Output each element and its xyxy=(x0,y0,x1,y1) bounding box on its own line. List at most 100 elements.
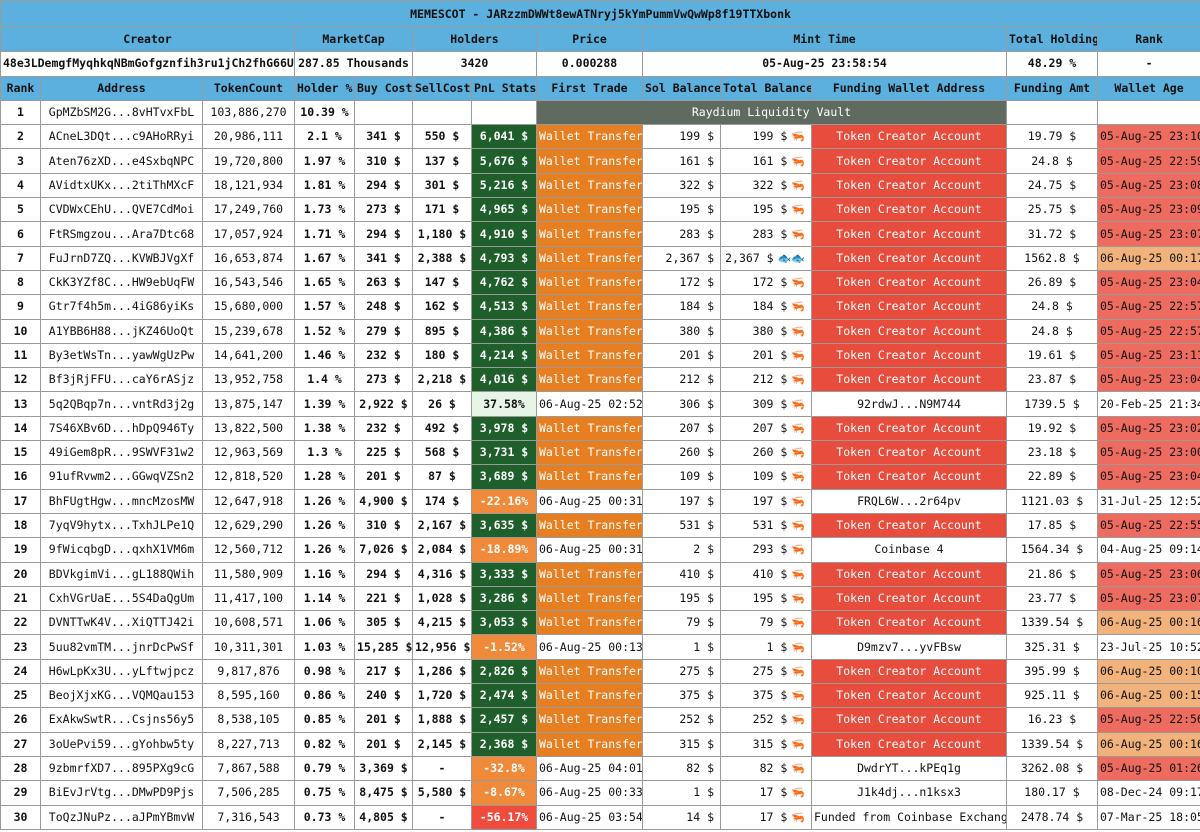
token-count-cell: 17,249,760 xyxy=(202,197,295,223)
pnl-cell: -22.16% xyxy=(471,488,537,514)
creator-address[interactable]: 48e3LDemgfMyqhkqNBmGofgznfih3ru1jCh2fhG6… xyxy=(0,51,295,77)
column-header-pnl-stats[interactable]: PnL Stats xyxy=(471,75,537,101)
column-header-first-trade[interactable]: First Trade xyxy=(536,75,643,101)
total-balance-value: 82 $ xyxy=(759,761,788,776)
sol-balance-cell: 375 $ xyxy=(642,683,721,709)
address-cell[interactable]: Aten76zXD...e4SxbqNPC xyxy=(40,148,203,174)
funding-wallet-cell[interactable]: Token Creator Account xyxy=(811,124,1007,150)
column-header-funding-wallet[interactable]: Funding Wallet Address xyxy=(811,75,1007,101)
address-cell[interactable]: BeojXjxKG...VQMQau153 xyxy=(40,683,203,709)
column-header-funding-amt[interactable]: Funding Amt xyxy=(1006,75,1098,101)
funding-wallet-cell[interactable]: Funded from Coinbase Exchange xyxy=(811,804,1007,830)
table-row: 12 Bf3jRjFFU...caY6rASjz 13,952,758 1.4 % 27… xyxy=(0,367,1200,393)
table-row: 17 BhFUgtHgw...mncMzosMW 12,647,918 1.26 % 4… xyxy=(0,488,1200,514)
funding-wallet-cell[interactable]: Coinbase 4 xyxy=(811,537,1007,563)
address-cell[interactable]: ToQzJNuPz...aJPmYBmvW xyxy=(40,804,203,830)
column-header-wallet-age[interactable]: Wallet Age xyxy=(1096,75,1200,101)
pnl-cell: 4,965 $ xyxy=(471,197,537,223)
liquidity-vault-label: Raydium Liquidity Vault xyxy=(536,99,1007,126)
buy-cost-cell: 15,285 $ xyxy=(354,634,413,660)
funding-wallet-cell[interactable]: Token Creator Account xyxy=(811,707,1007,733)
column-header-sol-balance[interactable]: Sol Balance xyxy=(642,75,721,101)
funding-wallet-cell[interactable]: Token Creator Account xyxy=(811,318,1007,344)
address-cell[interactable]: BDVkgimVi...gL188QWih xyxy=(40,561,203,587)
address-cell[interactable]: 3oUePvi59...gYohbw5ty xyxy=(40,731,203,757)
funding-wallet-cell[interactable]: Token Creator Account xyxy=(811,658,1007,685)
wallet-age-cell: 06-Aug-25 00:15 xyxy=(1096,683,1200,709)
address-cell[interactable]: 7S46XBv6D...hDpQ946Ty xyxy=(40,415,203,442)
address-cell[interactable]: FuJrnD7ZQ...KVWBJVgXf xyxy=(40,245,203,271)
creator-header: Creator xyxy=(0,26,295,53)
address-cell[interactable]: CxhVGrUaE...5S4DaQgUm xyxy=(40,585,203,612)
funding-wallet-cell[interactable]: Token Creator Account xyxy=(811,512,1007,539)
total-balance-value: 2,367 $ xyxy=(725,250,774,265)
address-cell[interactable]: A1YBB6H88...jKZ46UoQt xyxy=(40,318,203,344)
funding-wallet-cell[interactable]: Token Creator Account xyxy=(811,269,1007,296)
address-cell[interactable]: 49iGem8pR...9SWVF31w2 xyxy=(40,440,203,466)
address-cell[interactable]: Bf3jRjFFU...caY6rASjz xyxy=(40,367,203,393)
address-cell[interactable]: CVDWxCEhU...QVE7CdMoi xyxy=(40,197,203,223)
address-cell[interactable]: BiEvJrVtg...DMwPD9Pjs xyxy=(40,780,203,806)
column-header-sell-cost[interactable]: SellCost xyxy=(412,75,472,101)
address-cell[interactable]: FtRSmgzou...Ara7Dtc68 xyxy=(40,221,203,247)
address-cell[interactable]: 5uu82vmTM...jnrDcPwSf xyxy=(40,634,203,660)
sol-balance-cell: 380 $ xyxy=(642,318,721,344)
holder-pct-cell: 0.82 % xyxy=(294,731,355,757)
sell-cost-cell: 2,084 $ xyxy=(412,537,472,563)
wallet-age-cell: 05-Aug-25 23:07 xyxy=(1096,221,1200,247)
address-cell[interactable]: 7yqV9hytx...TxhJLPe1Q xyxy=(40,512,203,539)
sol-balance-cell: 322 $ xyxy=(642,172,721,199)
column-header-buy-cost[interactable]: Buy Cost xyxy=(354,75,413,101)
first-trade-cell: Wallet Transfer xyxy=(536,561,643,587)
funding-wallet-cell[interactable]: Token Creator Account xyxy=(811,731,1007,757)
column-header-rank[interactable]: Rank xyxy=(0,75,41,101)
funding-wallet-cell[interactable]: Token Creator Account xyxy=(811,342,1007,369)
address-cell[interactable]: ExAkwSwtR...Csjns56y5 xyxy=(40,707,203,733)
address-cell[interactable]: GpMZbSM2G...8vHTvxFbL xyxy=(40,99,203,126)
address-cell[interactable]: AVidtxUKx...2tiThMXcF xyxy=(40,172,203,199)
funding-wallet-cell[interactable]: 92rdwJ...N9M744 xyxy=(811,391,1007,417)
address-cell[interactable]: 9fWicqbgD...qxhX1VM6m xyxy=(40,537,203,563)
funding-wallet-cell[interactable]: Token Creator Account xyxy=(811,367,1007,393)
funding-wallet-cell[interactable]: Token Creator Account xyxy=(811,683,1007,709)
address-cell[interactable]: 91ufRvwm2...GGwqVZSn2 xyxy=(40,464,203,490)
address-cell[interactable]: ACneL3DQt...c9AHoRRyi xyxy=(40,124,203,150)
pnl-cell: -1.52% xyxy=(471,634,537,660)
address-cell[interactable]: DVNTTwK4V...XiQTTJ42i xyxy=(40,610,203,636)
address-cell[interactable]: 9zbmrfXD7...895PXg9cG xyxy=(40,755,203,782)
address-cell[interactable]: CkK3YZf8C...HW9ebUqFW xyxy=(40,269,203,296)
address-cell[interactable]: BhFUgtHgw...mncMzosMW xyxy=(40,488,203,514)
address-cell[interactable]: H6wLpKx3U...yLftwjpcz xyxy=(40,658,203,685)
funding-wallet-cell[interactable]: D9mzv7...yvFBsw xyxy=(811,634,1007,660)
column-header-token-count[interactable]: TokenCount xyxy=(202,75,295,101)
funding-wallet-cell[interactable]: J1k4dj...n1ksx3 xyxy=(811,780,1007,806)
column-header-address[interactable]: Address xyxy=(40,75,203,101)
funding-wallet-cell[interactable]: Token Creator Account xyxy=(811,294,1007,320)
funding-wallet-cell[interactable]: FRQL6W...2r64pv xyxy=(811,488,1007,514)
rank-cell: 17 xyxy=(0,488,41,514)
funding-wallet-cell[interactable]: Token Creator Account xyxy=(811,148,1007,174)
funding-wallet-cell[interactable]: Token Creator Account xyxy=(811,464,1007,490)
address-cell[interactable]: Gtr7f4h5m...4iG86yiKs xyxy=(40,294,203,320)
wallet-age-cell: 05-Aug-25 23:04 xyxy=(1096,269,1200,296)
funding-wallet-cell[interactable]: DwdrYT...kPEq1g xyxy=(811,755,1007,782)
funding-wallet-cell[interactable]: Token Creator Account xyxy=(811,221,1007,247)
funding-wallet-cell[interactable]: Token Creator Account xyxy=(811,172,1007,199)
first-trade-cell: Wallet Transfer xyxy=(536,658,643,685)
address-cell[interactable]: 5q2QBqp7n...vntRd3j2g xyxy=(40,391,203,417)
total-balance-cell: 17 $ 🦐 xyxy=(720,804,812,830)
funding-wallet-cell[interactable]: Token Creator Account xyxy=(811,585,1007,612)
total-balance-cell: 109 $ 🦐 xyxy=(720,464,812,490)
column-header-holder-pct[interactable]: Holder % xyxy=(294,75,355,101)
funding-wallet-cell[interactable]: Token Creator Account xyxy=(811,415,1007,442)
address-cell[interactable]: By3etWsTn...yawWgUzPw xyxy=(40,342,203,369)
column-header-total-balance[interactable]: Total Balance xyxy=(720,75,812,101)
funding-wallet-cell[interactable]: Token Creator Account xyxy=(811,245,1007,271)
funding-wallet-cell[interactable]: Token Creator Account xyxy=(811,610,1007,636)
funding-wallet-cell[interactable]: Token Creator Account xyxy=(811,440,1007,466)
holder-pct-cell: 0.85 % xyxy=(294,707,355,733)
total-balance-cell: 82 $ 🦐 xyxy=(720,755,812,782)
funding-wallet-cell[interactable]: Token Creator Account xyxy=(811,197,1007,223)
funding-wallet-cell[interactable]: Token Creator Account xyxy=(811,561,1007,587)
buy-cost-cell: 341 $ xyxy=(354,124,413,150)
